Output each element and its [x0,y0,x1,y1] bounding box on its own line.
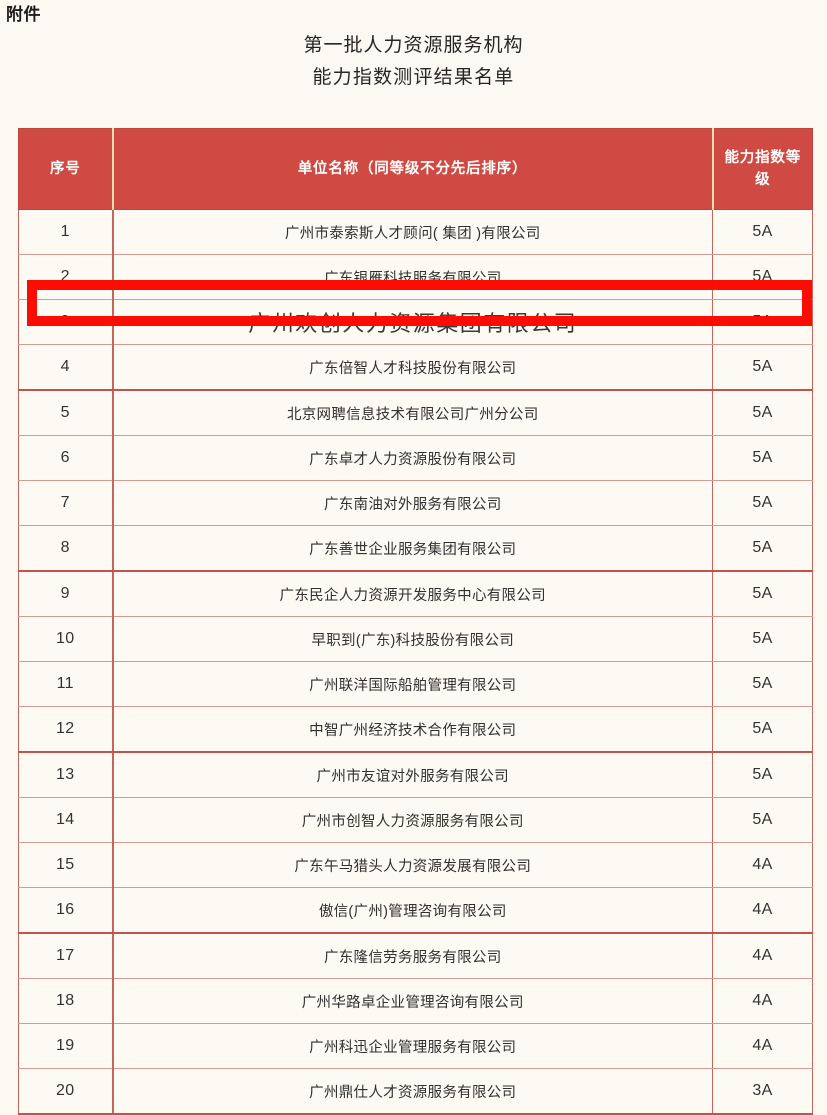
table-row[interactable]: 17 广东隆信劳务服务有限公司 4A [18,933,813,979]
table-row[interactable]: 4 广东倍智人才科技股份有限公司 5A [18,344,813,391]
cell-grade: 3A [712,1068,813,1115]
cell-grade: 5A [712,344,813,391]
cell-organization-name: 广东午马猎头人力资源发展有限公司 [112,842,713,888]
table-row[interactable]: 18 广州华路卓企业管理咨询有限公司 4A [18,978,813,1024]
cell-grade: 4A [712,887,813,934]
cell-index: 8 [18,525,114,572]
cell-index: 9 [18,571,114,617]
table-row[interactable]: 1 广州市泰索斯人才顾问( 集团 )有限公司 5A [18,209,813,255]
table-row[interactable]: 8 广东善世企业服务集团有限公司 5A [18,525,813,572]
cell-grade: 4A [712,1023,813,1069]
cell-index: 1 [18,209,114,255]
cell-organization-name: 广州市友谊对外服务有限公司 [112,752,713,798]
cell-grade: 5A [712,752,813,798]
document-title-line-2: 能力指数测评结果名单 [312,67,515,88]
table-row[interactable]: 20 广州鼎仕人才资源服务有限公司 3A [18,1068,813,1115]
table-row[interactable]: 16 傲信(广州)管理咨询有限公司 4A [18,887,813,934]
cell-index: 15 [18,842,114,888]
document-title-line-1: 第一批人力资源服务机构 [303,35,524,56]
cell-organization-name: 广州科迅企业管理服务有限公司 [112,1023,713,1069]
table-row[interactable]: 11 广州联洋国际船舶管理有限公司 5A [18,661,813,707]
table-row[interactable]: 7 广东南油对外服务有限公司 5A [18,480,813,526]
table-row[interactable]: 19 广州科迅企业管理服务有限公司 4A [18,1023,813,1069]
cell-index: 14 [18,797,114,843]
table-row-highlighted[interactable]: 3 广州欢创人力资源集团有限公司 5A [18,299,813,345]
cell-index: 19 [18,1023,114,1069]
table-row[interactable]: 15 广东午马猎头人力资源发展有限公司 4A [18,842,813,888]
table-header-row: 序号 单位名称（同等级不分先后排序） 能力指数等级 [18,128,813,210]
table-row[interactable]: 13 广州市友谊对外服务有限公司 5A [18,752,813,798]
cell-grade: 4A [712,978,813,1024]
cell-grade: 5A [712,435,813,481]
column-header-index: 序号 [18,128,114,210]
table-row[interactable]: 5 北京网聘信息技术有限公司广州分公司 5A [18,390,813,436]
cell-organization-name: 傲信(广州)管理咨询有限公司 [112,887,713,934]
cell-organization-name: 广东善世企业服务集团有限公司 [112,525,713,572]
cell-grade: 5A [712,254,813,300]
cell-grade: 5A [712,299,813,345]
table-row[interactable]: 2 广东银雁科技服务有限公司 5A [18,254,813,300]
cell-index: 18 [18,978,114,1024]
ranking-table: 序号 单位名称（同等级不分先后排序） 能力指数等级 1 广州市泰索斯人才顾问( 集… [18,128,813,1115]
cell-grade: 5A [712,209,813,255]
cell-grade: 5A [712,706,813,753]
table-body: 1 广州市泰索斯人才顾问( 集团 )有限公司 5A 2 广东银雁科技服务有限公司 5A 3 广… [18,209,813,1115]
cell-organization-name: 广东南油对外服务有限公司 [112,480,713,526]
cell-index: 17 [18,933,114,979]
document-title-block: 第一批人力资源服务机构 能力指数测评结果名单 [0,30,827,94]
cell-organization-name: 广州鼎仕人才资源服务有限公司 [112,1068,713,1115]
cell-organization-name: 广州市创智人力资源服务有限公司 [112,797,713,843]
table-row[interactable]: 14 广州市创智人力资源服务有限公司 5A [18,797,813,843]
ranking-table-container: 序号 单位名称（同等级不分先后排序） 能力指数等级 1 广州市泰索斯人才顾问( 集… [18,128,813,1115]
cell-organization-name: 广州联洋国际船舶管理有限公司 [112,661,713,707]
cell-grade: 5A [712,797,813,843]
cell-organization-name: 广东隆信劳务服务有限公司 [112,933,713,979]
cell-grade: 5A [712,616,813,662]
cell-organization-name: 广州欢创人力资源集团有限公司 [112,299,713,345]
table-header: 序号 单位名称（同等级不分先后排序） 能力指数等级 [18,128,813,210]
cell-organization-name: 广州华路卓企业管理咨询有限公司 [112,978,713,1024]
cell-organization-name: 广东银雁科技服务有限公司 [112,254,713,300]
cell-index: 12 [18,706,114,753]
cell-organization-name: 广东倍智人才科技股份有限公司 [112,344,713,391]
cell-grade: 5A [712,571,813,617]
cell-index: 13 [18,752,114,798]
cell-grade: 4A [712,842,813,888]
cell-index: 20 [18,1068,114,1115]
cell-index: 4 [18,344,114,391]
table-row[interactable]: 10 早职到(广东)科技股份有限公司 5A [18,616,813,662]
cell-index: 6 [18,435,114,481]
column-header-name: 单位名称（同等级不分先后排序） [112,128,714,210]
table-row[interactable]: 12 中智广州经济技术合作有限公司 5A [18,706,813,753]
cell-organization-name: 中智广州经济技术合作有限公司 [112,706,713,753]
cell-organization-name: 广东民企人力资源开发服务中心有限公司 [112,571,713,617]
cell-index: 7 [18,480,114,526]
cell-grade: 5A [712,480,813,526]
cell-index: 5 [18,390,114,436]
table-row[interactable]: 9 广东民企人力资源开发服务中心有限公司 5A [18,571,813,617]
cell-index: 10 [18,616,114,662]
column-header-grade: 能力指数等级 [712,128,813,210]
cell-index: 11 [18,661,114,707]
cell-organization-name: 广东卓才人力资源股份有限公司 [112,435,713,481]
cell-index: 16 [18,887,114,934]
cell-grade: 5A [712,525,813,572]
cell-index: 2 [18,254,114,300]
table-row[interactable]: 6 广东卓才人力资源股份有限公司 5A [18,435,813,481]
cell-grade: 4A [712,933,813,979]
cell-organization-name: 广州市泰索斯人才顾问( 集团 )有限公司 [112,209,713,255]
cell-organization-name: 北京网聘信息技术有限公司广州分公司 [112,390,713,436]
cell-grade: 5A [712,390,813,436]
cell-organization-name: 早职到(广东)科技股份有限公司 [112,616,713,662]
cell-grade: 5A [712,661,813,707]
attachment-label: 附件 [6,5,41,24]
cell-index: 3 [18,299,114,345]
